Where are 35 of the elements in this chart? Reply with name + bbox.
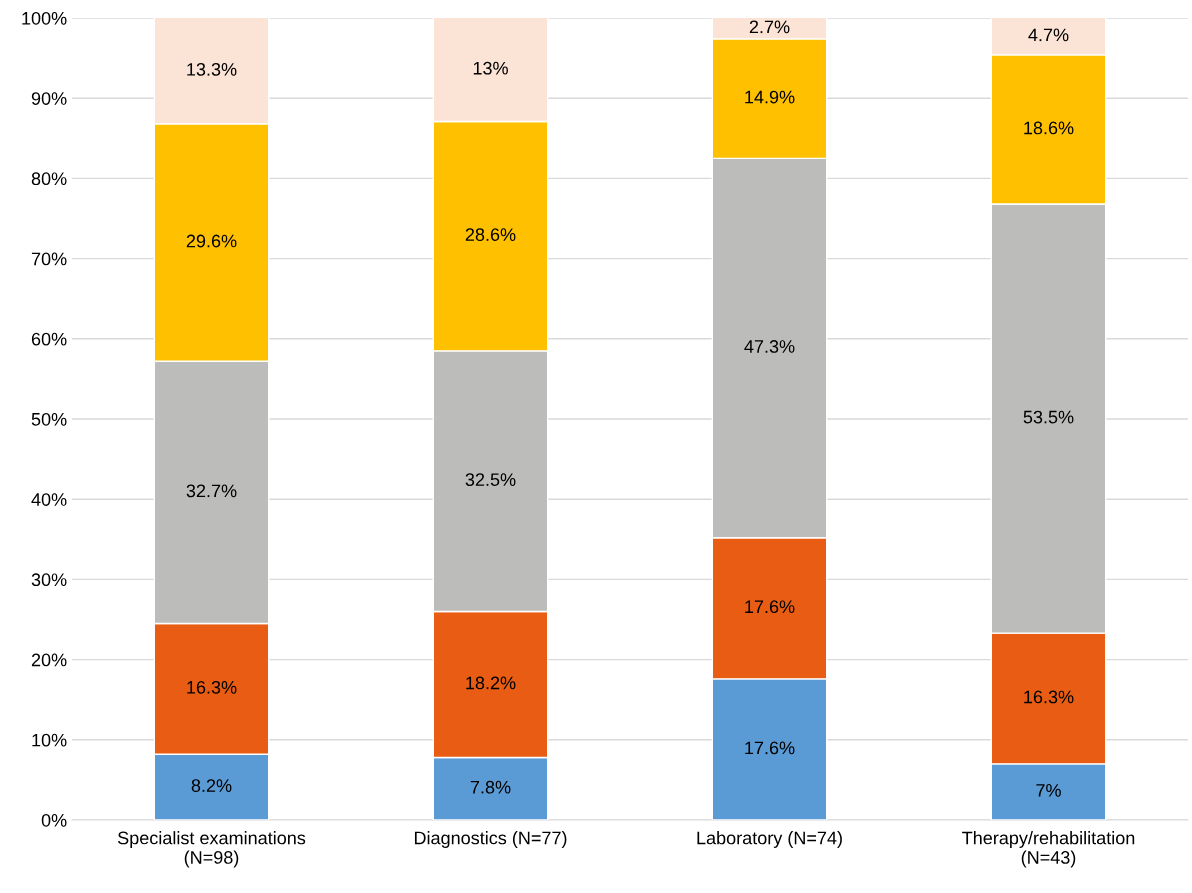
x-tick-label: Specialist examinations (N=98)	[117, 831, 306, 868]
y-tick-label: 20%	[31, 653, 67, 667]
y-tick-label: 100%	[22, 11, 67, 25]
data-label: 7.8%	[470, 780, 511, 794]
y-tick-label: 30%	[31, 573, 67, 587]
data-label: 16.3%	[187, 680, 237, 694]
data-label: 13.3%	[187, 62, 237, 76]
data-label: 32.7%	[186, 484, 237, 498]
data-label: 17.6%	[745, 600, 795, 614]
data-label: 17.6%	[745, 741, 795, 755]
y-tick-label: 90%	[31, 92, 67, 105]
data-label: 13%	[473, 61, 508, 75]
y-tick-label: 10%	[32, 733, 67, 747]
y-tick-label: 80%	[31, 172, 67, 186]
x-tick-label: Diagnostics (N=77)	[414, 831, 567, 848]
x-tick-label: Therapy/rehabilitation (N=43)	[962, 831, 1135, 868]
data-label: 2.7%	[749, 20, 790, 34]
y-tick-label: 60%	[31, 332, 67, 346]
data-label: 4.7%	[1028, 28, 1069, 42]
data-label: 16.3%	[1024, 690, 1074, 704]
data-label: 53.5%	[1023, 410, 1074, 424]
data-label: 47.3%	[744, 340, 795, 353]
data-label: 28.6%	[465, 228, 516, 241]
y-tick-label: 0%	[41, 813, 67, 827]
data-label: 7%	[1036, 784, 1061, 797]
y-tick-label: 70%	[31, 252, 67, 266]
data-label: 32.5%	[465, 473, 516, 486]
data-label: 8.2%	[191, 779, 232, 792]
data-label: 18.6%	[1024, 121, 1074, 135]
y-tick-label: 50%	[31, 412, 67, 426]
y-tick-label: 40%	[31, 493, 67, 506]
data-label: 18.2%	[466, 676, 516, 690]
data-label: 29.6%	[186, 234, 237, 248]
data-label: 14.9%	[745, 90, 795, 104]
x-tick-label: Laboratory (N=74)	[697, 831, 842, 848]
